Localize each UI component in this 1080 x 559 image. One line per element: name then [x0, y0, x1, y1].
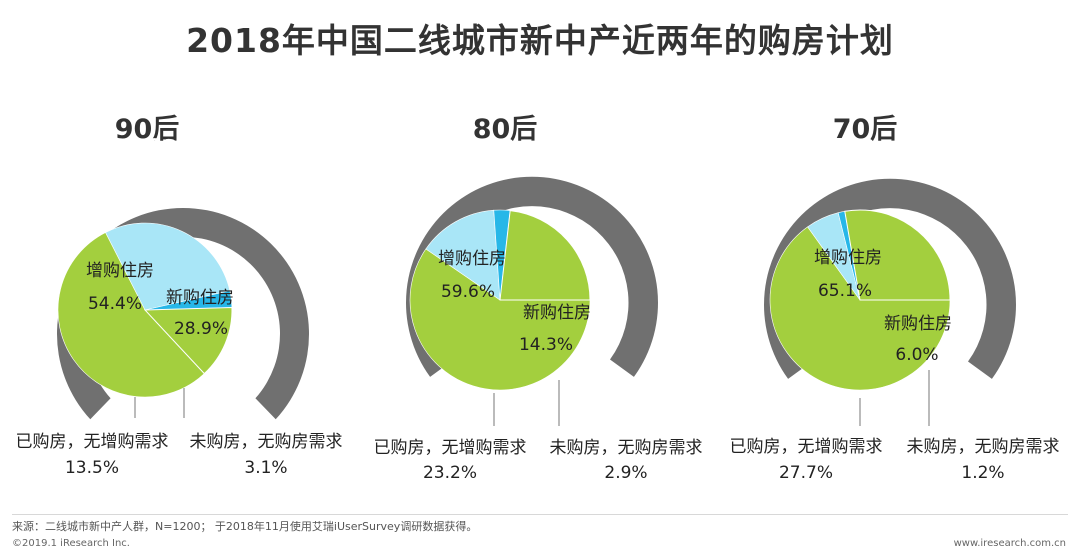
- pie-slices-80: [409, 209, 591, 391]
- pie-slice-90-3: [143, 306, 233, 375]
- pie-slice-90-0: [57, 232, 205, 398]
- slice-name-80-2: 未购房，无购房需求: [549, 438, 703, 458]
- pie-slices-90: [57, 222, 233, 398]
- slice-value-80-3: 23.2%: [422, 463, 477, 483]
- pie-slice-70-3: [844, 209, 951, 301]
- slice-value-80-0: 59.6%: [441, 282, 495, 302]
- pie-slice-90-1: [105, 222, 231, 311]
- pie-slice-80-1: [425, 209, 501, 301]
- slice-value-70-2: 1.2%: [961, 463, 1005, 483]
- pie-slice-80-0: [409, 248, 591, 391]
- slice-name-70-2: 未购房，无购房需求: [906, 437, 1060, 457]
- pie-slices-70: [769, 209, 951, 391]
- slice-value-80-1: 14.3%: [519, 335, 573, 355]
- footer-divider: [12, 514, 1068, 515]
- slice-name-90-0: 增购住房: [86, 261, 154, 281]
- slice-name-90-2: 未购房，无购房需求: [189, 432, 343, 452]
- chart-title: 2018年中国二线城市新中产近两年的购房计划: [186, 21, 894, 60]
- chart-title-90: 90后: [114, 114, 180, 145]
- ring-arc-90: [57, 207, 309, 420]
- slice-value-90-3: 13.5%: [64, 458, 119, 478]
- slice-value-90-0: 54.4%: [88, 294, 142, 314]
- copyright: ©2019.1 iResearch Inc.: [12, 538, 130, 549]
- slice-name-80-3: 已购房，无增购需求: [373, 438, 527, 458]
- slice-value-80-2: 2.9%: [604, 463, 648, 483]
- slice-name-70-0: 增购住房: [814, 248, 882, 268]
- chart-title-70: 70后: [832, 114, 898, 145]
- slice-name-90-1: 新购住房: [166, 288, 234, 308]
- slice-value-70-1: 6.0%: [895, 345, 938, 365]
- pie-slice-80-3: [499, 210, 591, 301]
- pie-slice-70-0: [769, 226, 951, 391]
- slice-name-70-1: 新购住房: [884, 314, 952, 334]
- source-note: 来源：二线城市新中产人群，N=1200； 于2018年11月使用艾瑞iUserS…: [12, 520, 478, 533]
- pie-chart-70: 计划购房 71.1% 增购住房 65.1% 新购住房 6.0%: [764, 144, 1017, 426]
- website-link: www.iresearch.com.cn: [953, 538, 1066, 549]
- slice-name-80-0: 增购住房: [438, 249, 506, 269]
- slice-value-90-1: 28.9%: [174, 319, 228, 339]
- pie-chart-80: 计划购房 73.9% 增购住房 59.6% 新购住房 14.3%: [406, 142, 658, 426]
- slice-name-70-3: 已购房，无增购需求: [729, 437, 883, 457]
- slice-name-90-3: 已购房，无增购需求: [15, 432, 169, 452]
- slice-value-70-0: 65.1%: [818, 281, 872, 301]
- chart-title-80: 80后: [472, 114, 538, 145]
- slice-name-80-1: 新购住房: [523, 303, 591, 323]
- ring-label-90: 计划购房 83.3%: [56, 135, 226, 202]
- slice-value-90-2: 3.1%: [244, 458, 288, 478]
- slice-value-70-3: 27.7%: [778, 463, 833, 483]
- pie-chart-90: 计划购房 83.3% 增购住房 54.4% 新购住房 28.9%: [56, 135, 309, 420]
